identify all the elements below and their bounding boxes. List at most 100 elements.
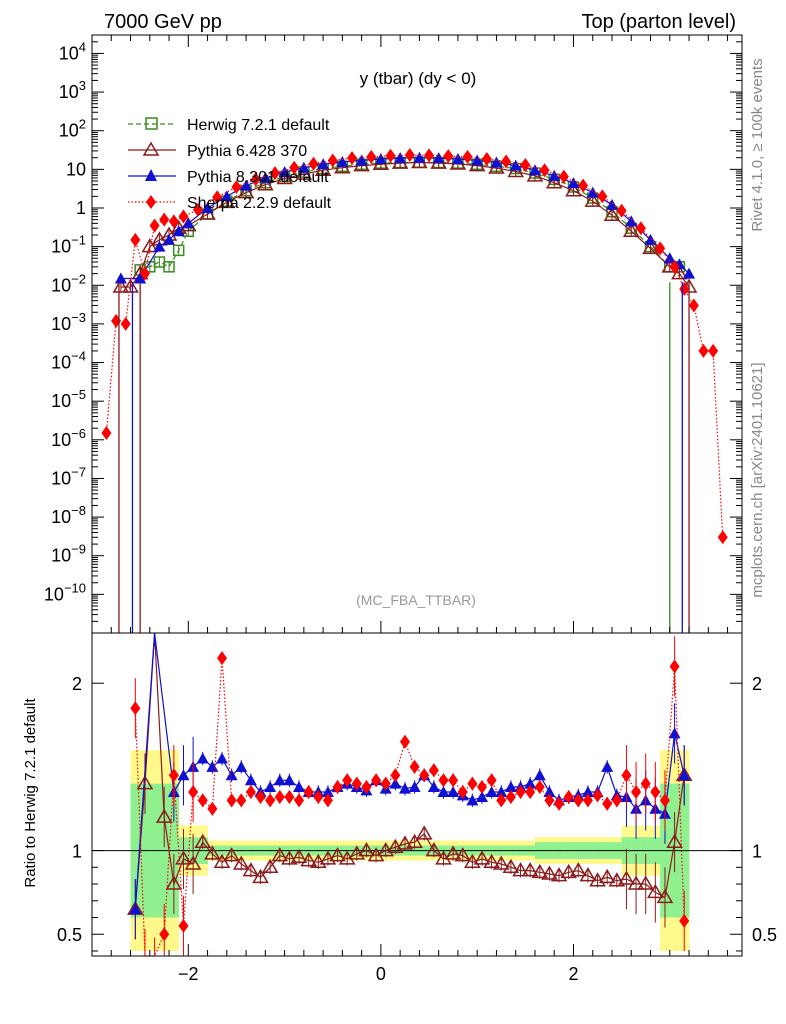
ratio-point-sherpa [342, 773, 353, 788]
data-point-sherpa [159, 212, 170, 227]
ratio-point-sherpa [611, 793, 622, 808]
y-tick-label: 1 [76, 198, 86, 218]
ratio-point-pythia6 [223, 847, 240, 862]
data-point-sherpa [635, 221, 646, 236]
ratio-point-pythia8 [504, 780, 517, 792]
ratio-point-pythia6 [473, 850, 491, 865]
ratio-point-pythia6 [444, 845, 462, 860]
y-tick-label: 10−6 [51, 426, 86, 450]
ratio-point-sherpa [640, 776, 651, 791]
ratio-point-sherpa [496, 793, 507, 808]
data-point-sherpa [578, 178, 589, 193]
data-point-pythia8 [374, 153, 387, 165]
ratio-point-sherpa [274, 790, 285, 805]
ratio-y-tick-label-right: 1 [752, 842, 762, 862]
ratio-point-pythia6 [454, 847, 472, 862]
data-point-sherpa [520, 157, 531, 172]
x-tick-label: 0 [376, 964, 386, 984]
data-point-pythia8 [413, 151, 426, 163]
ratio-point-pythia8 [196, 752, 209, 764]
data-point-sherpa [708, 343, 719, 358]
ratio-point-sherpa [197, 793, 208, 808]
y-tick-label: 10−10 [44, 580, 86, 604]
ratio-point-sherpa [457, 784, 468, 799]
ratio-point-sherpa [448, 773, 459, 788]
ratio-point-pythia6 [627, 875, 645, 890]
ratio-point-pythia6 [136, 775, 154, 790]
data-point-sherpa [558, 169, 569, 184]
data-point-pythia6 [276, 169, 293, 185]
ratio-point-pythia8 [466, 794, 479, 806]
data-point-pythia8 [240, 179, 253, 191]
data-point-sherpa [366, 149, 377, 164]
ratio-point-sherpa [419, 768, 430, 783]
y-tick-label: 10−8 [51, 503, 86, 527]
data-point-sherpa [101, 426, 112, 441]
ratio-point-sherpa [255, 790, 266, 805]
ratio-y-tick-label: 2 [72, 674, 82, 694]
data-point-pythia8 [663, 252, 676, 264]
ratio-y-tick-label-right: 2 [752, 674, 762, 694]
legend-entry-sherpa: Sherpa 2.2.9 default [128, 195, 332, 212]
ratio-point-sherpa [438, 773, 449, 788]
ratio-point-pythia8 [235, 760, 248, 772]
ratio-y-tick-label: 0.5 [57, 925, 82, 945]
ratio-point-sherpa [679, 913, 690, 928]
data-point-pythia6 [112, 278, 130, 293]
data-point-pythia8 [182, 217, 195, 229]
ratio-point-pythia6 [281, 850, 298, 865]
data-point-sherpa [347, 151, 357, 166]
ratio-point-sherpa [534, 779, 545, 794]
ratio-point-pythia6 [329, 847, 346, 862]
ratio-point-pythia6 [598, 868, 616, 884]
legend-label-pythia6: Pythia 6.428 370 [187, 143, 307, 160]
data-point-sherpa [443, 149, 454, 164]
legend: Herwig 7.2.1 default Pythia 6.428 370 Py… [128, 117, 332, 212]
y-tick-label: 10−9 [51, 542, 86, 566]
data-point-sherpa [597, 189, 608, 204]
data-point-pythia8 [278, 166, 291, 178]
data-point-pythia6 [257, 176, 274, 191]
data-point-sherpa [688, 298, 699, 313]
axes-layer: −2 0 2 10−10 10−9 10−8 10−7 10−6 10−5 10−4 10−3 10−… [44, 34, 777, 984]
ratio-point-pythia8 [177, 769, 190, 781]
data-point-pythia6 [642, 239, 659, 255]
ratio-point-sherpa [505, 790, 516, 805]
data-point-pythia6 [122, 278, 139, 293]
ratio-point-pythia6 [194, 833, 212, 848]
data-point-sherpa [481, 152, 492, 167]
data-point-sherpa [404, 148, 415, 163]
legend-entry-pythia6: Pythia 6.428 370 [128, 141, 307, 160]
data-point-pythia6 [565, 182, 582, 197]
data-point-herwig [163, 261, 175, 273]
process-label: Top (parton level) [581, 11, 736, 33]
data-point-sherpa [308, 156, 319, 171]
ratio-point-sherpa [226, 793, 237, 808]
data-point-sherpa [327, 153, 338, 168]
ratio-point-sherpa [159, 927, 170, 942]
ratio-point-sherpa [650, 784, 661, 799]
ratio-point-sherpa [486, 773, 497, 788]
rivet-version-label: Rivet 4.1.0, ≥ 100k events [749, 58, 766, 231]
ratio-point-pythia8 [389, 777, 402, 789]
data-point-sherpa [212, 190, 223, 205]
data-point-pythia8 [625, 215, 638, 227]
ratio-point-pythia6 [531, 863, 549, 879]
legend-label-pythia8: Pythia 8.301 default [187, 169, 329, 186]
y-tick-label: 10−3 [51, 310, 86, 334]
data-point-pythia8 [297, 161, 310, 173]
ratio-point-pythia6 [618, 870, 635, 885]
ratio-series-pythia6 [127, 632, 693, 940]
ratio-point-pythia8 [206, 760, 219, 772]
ratio-point-pythia8 [447, 785, 460, 797]
ratio-point-pythia6 [252, 868, 269, 884]
y-tick-label: 102 [59, 117, 86, 141]
data-point-pythia6 [545, 174, 563, 189]
ratio-point-pythia8 [437, 785, 450, 797]
ratio-series-layer [127, 632, 693, 957]
ratio-point-sherpa [554, 796, 565, 811]
ratio-point-sherpa [669, 659, 680, 674]
ratio-point-pythia8 [225, 769, 238, 781]
ratio-point-sherpa [207, 801, 218, 816]
y-tick-label: 10−1 [51, 233, 86, 257]
